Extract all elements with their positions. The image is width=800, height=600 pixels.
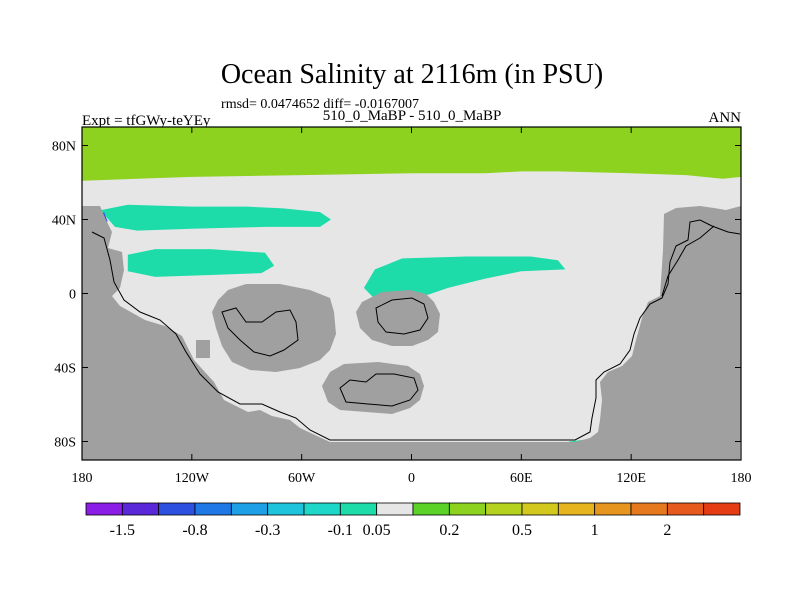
colorbar-bin (630, 502, 668, 516)
colorbar-bin (666, 502, 705, 516)
land-south-island (322, 362, 424, 414)
season-label: ANN (709, 110, 742, 126)
coastline-east-arc (661, 225, 715, 297)
land-small-block (196, 340, 210, 358)
anomaly-region-north-pacific-tongue (100, 204, 331, 231)
anomaly-region-tropical-pacific-tongue (127, 249, 275, 277)
coastlines (91, 219, 741, 441)
plot-area (82, 127, 741, 460)
coastline-mid (375, 297, 429, 335)
colorbar-bin (303, 502, 341, 516)
colorbar-bin (85, 502, 123, 516)
colorbar-bin (412, 502, 450, 516)
colorbar-bin (521, 502, 559, 516)
y-axis: 80N 40N 0 40S 80S (52, 140, 741, 451)
colorbar: -1.5 -0.8 -0.3 -0.1 0.05 0.2 0.5 1 2 (85, 502, 741, 539)
coastline-south (339, 373, 419, 407)
anomaly-regions (82, 127, 741, 446)
chart-title: Ocean Salinity at 2116m (in PSU) (221, 59, 603, 90)
y-tick-label: 80S (54, 436, 76, 451)
colorbar-label: -0.1 (328, 522, 353, 539)
x-tick-label: 60E (510, 471, 533, 486)
colorbar-bin (448, 502, 487, 516)
experiment-label: Expt = tfGWy-teYEy (82, 113, 211, 129)
anomaly-region-tropical-atlantic-tongue (363, 256, 566, 301)
x-tick-label: 60W (288, 471, 316, 486)
colorbar-bin (703, 502, 741, 516)
colorbar-bin (376, 502, 414, 516)
chart-subtitle: 510_0_MaBP - 510_0_MaBP (323, 108, 502, 124)
colorbar-bin (594, 502, 632, 516)
anomaly-region-arctic-band (82, 127, 741, 181)
land-central-island (212, 284, 336, 372)
colorbar-bin (485, 502, 523, 516)
colorbar-label: -1.5 (110, 522, 135, 539)
y-tick-label: 0 (69, 288, 76, 303)
colorbar-bin (194, 502, 232, 516)
colorbar-label: -0.8 (182, 522, 207, 539)
colorbar-label: -0.3 (255, 522, 280, 539)
colorbar-label: 0.5 (512, 522, 532, 539)
land-mid-island (356, 290, 440, 346)
land-west-continent (82, 206, 740, 460)
x-tick-label: 120E (616, 471, 646, 486)
colorbar-label: 2 (663, 522, 671, 539)
x-tick-label: 120W (175, 471, 210, 486)
colorbar-bin (557, 502, 596, 516)
colorbar-label: 0.05 (363, 522, 391, 539)
y-tick-label: 80N (52, 140, 76, 155)
y-tick-label: 40S (54, 362, 76, 377)
colorbar-bin (121, 502, 160, 516)
x-tick-label: 180 (72, 471, 93, 486)
colorbar-label: 0.2 (439, 522, 459, 539)
land-east-continent (575, 206, 741, 442)
y-tick-label: 40N (52, 214, 76, 229)
colorbar-bin (230, 502, 269, 516)
colorbar-label: 1 (591, 522, 599, 539)
coastline-central (221, 307, 299, 357)
x-tick-label: 0 (408, 471, 415, 486)
stats-line: rmsd= 0.0474652 diff= -0.0167007 (221, 97, 419, 112)
coastline-west (91, 219, 741, 441)
x-tick-label: 180 (731, 471, 752, 486)
x-axis: 180 120W 60W 0 60E 120E 180 (72, 127, 752, 486)
colorbar-bin (158, 502, 196, 516)
colorbar-bin (339, 502, 378, 516)
colorbar-bin (267, 502, 305, 516)
